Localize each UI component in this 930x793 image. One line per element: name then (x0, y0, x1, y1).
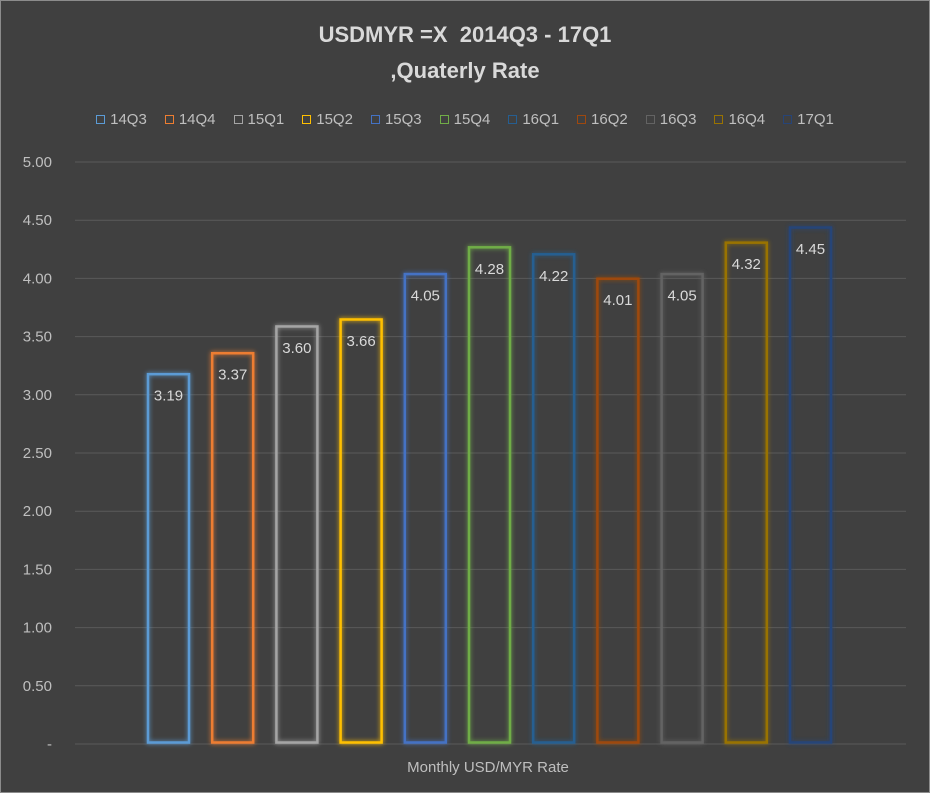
data-label: 4.05 (411, 288, 440, 305)
legend-swatch (645, 115, 655, 124)
legend-label: 15Q3 (384, 111, 422, 128)
data-label: 4.22 (539, 268, 568, 285)
legend-swatch (370, 115, 380, 124)
y-tick-label: 2.00 (23, 503, 52, 520)
legend-item: 16Q4 (714, 111, 765, 128)
data-label: 4.28 (475, 261, 504, 278)
data-label: 4.45 (796, 241, 825, 258)
legend-swatch (508, 115, 518, 124)
bar-16Q1 (531, 253, 576, 744)
legend-item: 16Q3 (645, 111, 697, 128)
chart-title: USDMYR =X 2014Q3 - 17Q1 (318, 22, 612, 47)
bar-15Q2 (339, 318, 383, 744)
y-tick-label: 1.50 (23, 561, 52, 578)
legend-item: 17Q1 (783, 111, 834, 128)
data-label: 3.37 (218, 367, 247, 384)
bar-14Q3 (146, 372, 191, 744)
chart-subtitle: ,Quaterly Rate (390, 58, 540, 83)
legend-label: 15Q2 (316, 111, 353, 128)
legend-item: 14Q3 (96, 111, 147, 128)
legend-label: 14Q4 (178, 111, 216, 128)
legend-swatch (439, 115, 449, 124)
y-tick-label: 1.00 (23, 620, 52, 637)
bar-15Q3 (403, 272, 448, 744)
data-label: 4.32 (732, 256, 761, 273)
legend-label: 14Q3 (110, 111, 147, 128)
legend-swatch (96, 115, 106, 124)
bar-16Q4 (724, 241, 769, 744)
data-label: 3.66 (346, 333, 375, 350)
legend-swatch (577, 115, 587, 124)
data-label: 3.60 (282, 340, 311, 357)
legend-swatch (783, 115, 793, 124)
y-tick-label: 0.50 (23, 678, 52, 695)
legend-label: 16Q2 (591, 111, 628, 128)
legend-item: 14Q4 (164, 111, 216, 128)
legend-item: 15Q1 (233, 111, 285, 128)
data-label: 3.19 (154, 388, 183, 405)
legend-label: 16Q1 (522, 111, 560, 128)
legend-label: 15Q1 (247, 111, 285, 128)
bar-17Q1 (788, 226, 833, 744)
x-axis-label: Monthly USD/MYR Rate (407, 759, 569, 776)
legend-label: 17Q1 (797, 111, 834, 128)
legend-swatch (714, 115, 724, 124)
legend-item: 15Q3 (370, 111, 422, 128)
bar-14Q4 (210, 351, 255, 744)
legend-label: 16Q3 (659, 111, 697, 128)
legend-item: 16Q2 (577, 111, 628, 128)
y-tick-label: 3.00 (23, 387, 52, 404)
legend-swatch (164, 115, 174, 124)
y-tick-label: 2.50 (23, 445, 52, 462)
bar-15Q1 (275, 325, 319, 744)
legend-label: 15Q4 (453, 111, 491, 128)
bar-15Q4 (467, 246, 512, 744)
legend-item: 16Q1 (508, 111, 559, 128)
y-tick-label: 4.50 (23, 212, 52, 229)
legend: 14Q3 14Q4 15Q1 15Q2 15Q3 15Q4 16Q1 16Q2 16Q3 16Q4… (0, 111, 930, 128)
legend-item: 15Q2 (302, 111, 353, 128)
legend-swatch (302, 115, 312, 124)
legend-swatch (233, 115, 243, 124)
legend-item: 15Q4 (439, 111, 491, 128)
legend-label: 16Q4 (728, 111, 766, 128)
bar-16Q2 (596, 277, 640, 744)
bar-16Q3 (660, 272, 704, 744)
data-label: 4.01 (603, 292, 632, 309)
y-tick-label: 5.00 (23, 154, 52, 171)
y-tick-label: - (47, 736, 52, 753)
y-tick-label: 4.00 (23, 270, 52, 287)
y-tick-label: 3.50 (23, 329, 52, 346)
data-label: 4.05 (667, 288, 696, 305)
